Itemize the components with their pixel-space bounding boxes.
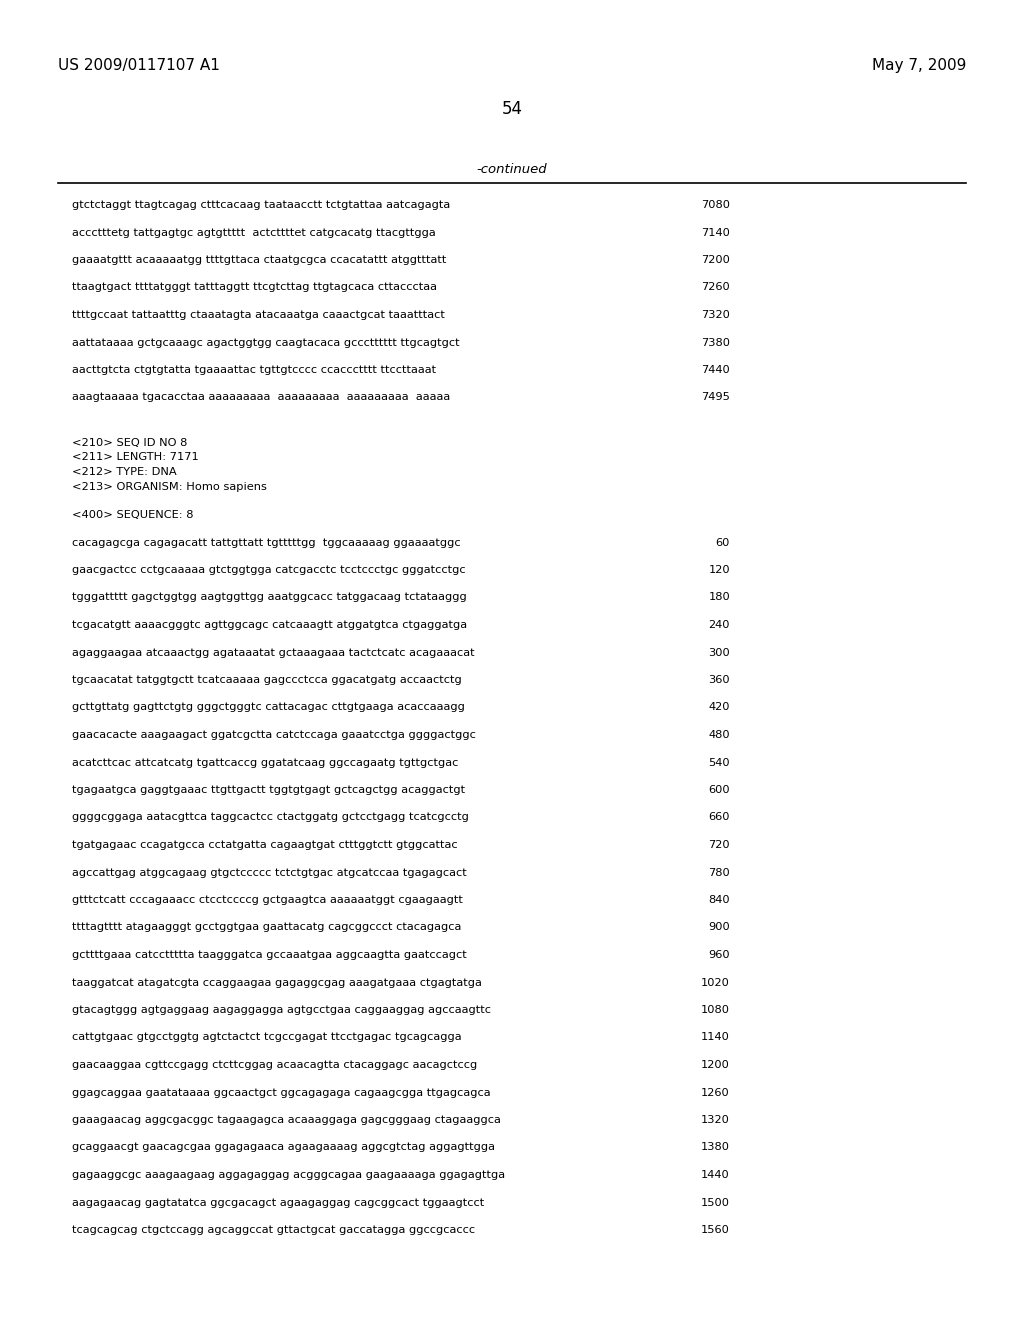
Text: gaacaaggaa cgttccgagg ctcttcggag acaacagtta ctacaggagc aacagctccg: gaacaaggaa cgttccgagg ctcttcggag acaacag…: [72, 1060, 477, 1071]
Text: ggagcaggaa gaatataaaa ggcaactgct ggcagagaga cagaagcgga ttgagcagca: ggagcaggaa gaatataaaa ggcaactgct ggcagag…: [72, 1088, 490, 1097]
Text: -continued: -continued: [477, 162, 547, 176]
Text: 240: 240: [709, 620, 730, 630]
Text: aacttgtcta ctgtgtatta tgaaaattac tgttgtcccc ccaccctttt ttccttaaat: aacttgtcta ctgtgtatta tgaaaattac tgttgtc…: [72, 366, 436, 375]
Text: tgatgagaac ccagatgcca cctatgatta cagaagtgat ctttggtctt gtggcattac: tgatgagaac ccagatgcca cctatgatta cagaagt…: [72, 840, 458, 850]
Text: ggggcggaga aatacgttca taggcactcc ctactggatg gctcctgagg tcatcgcctg: ggggcggaga aatacgttca taggcactcc ctactgg…: [72, 813, 469, 822]
Text: cacagagcga cagagacatt tattgttatt tgtttttgg  tggcaaaaag ggaaaatggc: cacagagcga cagagacatt tattgttatt tgttttt…: [72, 537, 461, 548]
Text: gcttttgaaa catccttttta taagggatca gccaaatgaa aggcaagtta gaatccagct: gcttttgaaa catccttttta taagggatca gccaaa…: [72, 950, 467, 960]
Text: 7200: 7200: [701, 255, 730, 265]
Text: taaggatcat atagatcgta ccaggaagaa gagaggcgag aaagatgaaa ctgagtatga: taaggatcat atagatcgta ccaggaagaa gagaggc…: [72, 978, 482, 987]
Text: tgggattttt gagctggtgg aagtggttgg aaatggcacc tatggacaag tctataaggg: tgggattttt gagctggtgg aagtggttgg aaatggc…: [72, 593, 467, 602]
Text: 1020: 1020: [701, 978, 730, 987]
Text: gtacagtggg agtgaggaag aagaggagga agtgcctgaa caggaaggag agccaagttc: gtacagtggg agtgaggaag aagaggagga agtgcct…: [72, 1005, 490, 1015]
Text: agaggaagaa atcaaactgg agataaatat gctaaagaaa tactctcatc acagaaacat: agaggaagaa atcaaactgg agataaatat gctaaag…: [72, 648, 475, 657]
Text: 420: 420: [709, 702, 730, 713]
Text: <210> SEQ ID NO 8: <210> SEQ ID NO 8: [72, 438, 187, 447]
Text: 1500: 1500: [701, 1197, 730, 1208]
Text: 1080: 1080: [701, 1005, 730, 1015]
Text: 1140: 1140: [701, 1032, 730, 1043]
Text: gcttgttatg gagttctgtg gggctgggtc cattacagac cttgtgaaga acaccaaagg: gcttgttatg gagttctgtg gggctgggtc cattaca…: [72, 702, 465, 713]
Text: 600: 600: [709, 785, 730, 795]
Text: acatcttcac attcatcatg tgattcaccg ggatatcaag ggccagaatg tgttgctgac: acatcttcac attcatcatg tgattcaccg ggatatc…: [72, 758, 459, 767]
Text: <211> LENGTH: 7171: <211> LENGTH: 7171: [72, 453, 199, 462]
Text: 660: 660: [709, 813, 730, 822]
Text: 1440: 1440: [701, 1170, 730, 1180]
Text: <400> SEQUENCE: 8: <400> SEQUENCE: 8: [72, 510, 194, 520]
Text: tcagcagcag ctgctccagg agcaggccat gttactgcat gaccatagga ggccgcaccc: tcagcagcag ctgctccagg agcaggccat gttactg…: [72, 1225, 475, 1236]
Text: aaagtaaaaa tgacacctaa aaaaaaaaa  aaaaaaaaa  aaaaaaaaa  aaaaa: aaagtaaaaa tgacacctaa aaaaaaaaa aaaaaaaa…: [72, 392, 451, 403]
Text: 1320: 1320: [701, 1115, 730, 1125]
Text: 840: 840: [709, 895, 730, 906]
Text: 360: 360: [709, 675, 730, 685]
Text: 900: 900: [709, 923, 730, 932]
Text: 7320: 7320: [701, 310, 730, 319]
Text: 300: 300: [709, 648, 730, 657]
Text: aattataaaa gctgcaaagc agactggtgg caagtacaca gccctttttt ttgcagtgct: aattataaaa gctgcaaagc agactggtgg caagtac…: [72, 338, 460, 347]
Text: 540: 540: [709, 758, 730, 767]
Text: gtctctaggt ttagtcagag ctttcacaag taataacctt tctgtattaa aatcagagta: gtctctaggt ttagtcagag ctttcacaag taataac…: [72, 201, 451, 210]
Text: 180: 180: [709, 593, 730, 602]
Text: 480: 480: [709, 730, 730, 741]
Text: gcaggaacgt gaacagcgaa ggagagaaca agaagaaaag aggcgtctag aggagttgga: gcaggaacgt gaacagcgaa ggagagaaca agaagaa…: [72, 1143, 495, 1152]
Text: 1380: 1380: [701, 1143, 730, 1152]
Text: 1260: 1260: [701, 1088, 730, 1097]
Text: 54: 54: [502, 100, 522, 117]
Text: 1560: 1560: [701, 1225, 730, 1236]
Text: 7140: 7140: [701, 227, 730, 238]
Text: ttttgccaat tattaatttg ctaaatagta atacaaatga caaactgcat taaatttact: ttttgccaat tattaatttg ctaaatagta atacaaa…: [72, 310, 444, 319]
Text: 7495: 7495: [701, 392, 730, 403]
Text: gagaaggcgc aaagaagaag aggagaggag acgggcagaa gaagaaaaga ggagagttga: gagaaggcgc aaagaagaag aggagaggag acgggca…: [72, 1170, 505, 1180]
Text: May 7, 2009: May 7, 2009: [871, 58, 966, 73]
Text: 7380: 7380: [701, 338, 730, 347]
Text: gaacacacte aaagaagact ggatcgctta catctccaga gaaatcctga ggggactggc: gaacacacte aaagaagact ggatcgctta catctcc…: [72, 730, 476, 741]
Text: gtttctcatt cccagaaacc ctcctccccg gctgaagtca aaaaaatggt cgaagaagtt: gtttctcatt cccagaaacc ctcctccccg gctgaag…: [72, 895, 463, 906]
Text: 7440: 7440: [701, 366, 730, 375]
Text: gaaaatgttt acaaaaatgg ttttgttaca ctaatgcgca ccacatattt atggtttatt: gaaaatgttt acaaaaatgg ttttgttaca ctaatgc…: [72, 255, 446, 265]
Text: gaacgactcc cctgcaaaaa gtctggtgga catcgacctc tcctccctgc gggatcctgc: gaacgactcc cctgcaaaaa gtctggtgga catcgac…: [72, 565, 466, 576]
Text: 7080: 7080: [701, 201, 730, 210]
Text: ttaagtgact ttttatgggt tatttaggtt ttcgtcttag ttgtagcaca cttaccctaa: ttaagtgact ttttatgggt tatttaggtt ttcgtct…: [72, 282, 437, 293]
Text: 780: 780: [709, 867, 730, 878]
Text: tgcaacatat tatggtgctt tcatcaaaaa gagccctcca ggacatgatg accaactctg: tgcaacatat tatggtgctt tcatcaaaaa gagccct…: [72, 675, 462, 685]
Text: aagagaacag gagtatatca ggcgacagct agaagaggag cagcggcact tggaagtcct: aagagaacag gagtatatca ggcgacagct agaagag…: [72, 1197, 484, 1208]
Text: accctttetg tattgagtgc agtgttttt  actcttttet catgcacatg ttacgttgga: accctttetg tattgagtgc agtgttttt actctttt…: [72, 227, 436, 238]
Text: 1200: 1200: [701, 1060, 730, 1071]
Text: 7260: 7260: [701, 282, 730, 293]
Text: <212> TYPE: DNA: <212> TYPE: DNA: [72, 467, 176, 477]
Text: gaaagaacag aggcgacggc tagaagagca acaaaggaga gagcgggaag ctagaaggca: gaaagaacag aggcgacggc tagaagagca acaaagg…: [72, 1115, 501, 1125]
Text: cattgtgaac gtgcctggtg agtctactct tcgccgagat ttcctgagac tgcagcagga: cattgtgaac gtgcctggtg agtctactct tcgccga…: [72, 1032, 462, 1043]
Text: ttttagtttt atagaagggt gcctggtgaa gaattacatg cagcggccct ctacagagca: ttttagtttt atagaagggt gcctggtgaa gaattac…: [72, 923, 462, 932]
Text: agccattgag atggcagaag gtgctccccc tctctgtgac atgcatccaa tgagagcact: agccattgag atggcagaag gtgctccccc tctctgt…: [72, 867, 467, 878]
Text: 720: 720: [709, 840, 730, 850]
Text: 60: 60: [716, 537, 730, 548]
Text: 120: 120: [709, 565, 730, 576]
Text: <213> ORGANISM: Homo sapiens: <213> ORGANISM: Homo sapiens: [72, 482, 267, 491]
Text: 960: 960: [709, 950, 730, 960]
Text: US 2009/0117107 A1: US 2009/0117107 A1: [58, 58, 220, 73]
Text: tgagaatgca gaggtgaaac ttgttgactt tggtgtgagt gctcagctgg acaggactgt: tgagaatgca gaggtgaaac ttgttgactt tggtgtg…: [72, 785, 465, 795]
Text: tcgacatgtt aaaacgggtc agttggcagc catcaaagtt atggatgtca ctgaggatga: tcgacatgtt aaaacgggtc agttggcagc catcaaa…: [72, 620, 467, 630]
